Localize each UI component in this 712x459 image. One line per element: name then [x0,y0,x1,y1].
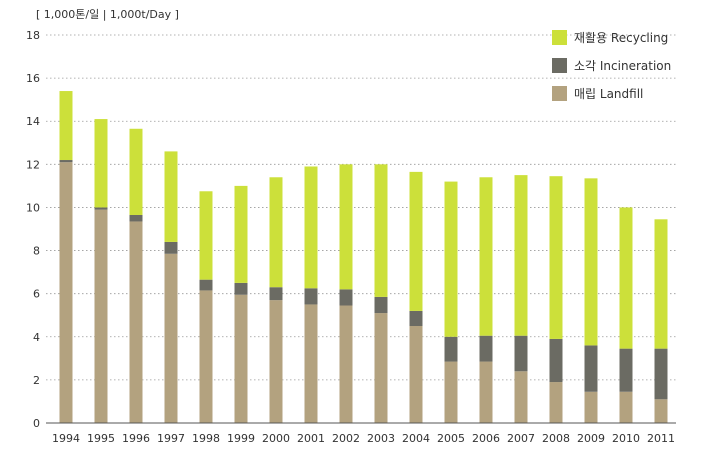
bar-segment-2007-s0 [514,371,528,423]
y-tick-label: 6 [33,288,40,301]
bar-segment-1999-s0 [234,294,248,423]
x-tick-label: 2005 [437,432,465,445]
bar-segment-2008-s1 [549,338,563,383]
legend-label: 재활용 Recycling [574,31,668,45]
bar-segment-2005-s0 [444,361,458,423]
y-tick-label: 2 [33,374,40,387]
x-tick-label: 1998 [192,432,220,445]
x-tick-label: 2000 [262,432,290,445]
bar-segment-2011-s2 [654,219,668,349]
bar-segment-2001-s1 [304,288,318,305]
x-tick-label: 2003 [367,432,395,445]
x-axis-ticks: 1994 1995 1996 1997 1998 1999 2000 2001 2002 2003… [52,432,675,445]
x-tick-label: 2002 [332,432,360,445]
bar-segment-2006-s2 [479,177,493,336]
y-axis-ticks: 0 2 4 6 8 10 12 14 16 18 [26,29,40,430]
bar-segment-2006-s1 [479,335,493,362]
bar-segment-2000-s2 [269,177,283,288]
x-tick-label: 1995 [87,432,115,445]
bar-segment-1998-s0 [199,290,213,423]
x-tick-label: 1999 [227,432,255,445]
bar-segment-2004-s2 [409,171,423,311]
legend-swatch [552,86,567,101]
bar-segment-2000-s1 [269,287,283,301]
bar-segment-1994-s0 [59,162,73,423]
bar-segment-2002-s1 [339,289,353,306]
bar-segment-2009-s1 [584,345,598,392]
legend-swatch [552,58,567,73]
y-tick-label: 14 [26,115,40,128]
legend-label: 소각 Incineration [574,59,671,73]
bar-segment-2011-s1 [654,348,668,400]
x-tick-label: 2006 [472,432,500,445]
bar-segment-1997-s1 [164,241,178,254]
y-tick-label: 12 [26,158,40,171]
legend-swatch [552,30,567,45]
y-tick-label: 4 [33,331,40,344]
grid [46,34,676,381]
legend-label: 매립 Landfill [574,87,643,101]
x-tick-label: 2001 [297,432,325,445]
bar-segment-2005-s2 [444,181,458,337]
unit-label: [ 1,000톤/일 | 1,000t/Day ] [36,7,179,21]
bar-segment-1997-s2 [164,151,178,242]
x-tick-label: 2010 [612,432,640,445]
bar-segment-2003-s2 [374,164,388,297]
bar-segment-2010-s2 [619,207,633,349]
bar-segment-1994-s1 [59,160,73,163]
y-tick-label: 18 [26,29,40,42]
legend: 재활용 Recycling 소각 Incineration 매립 Landfill [552,30,671,101]
bar-segment-2002-s2 [339,164,353,290]
bar-segment-2003-s0 [374,313,388,423]
bar-segment-2002-s0 [339,305,353,423]
y-tick-label: 10 [26,201,40,214]
bar-segment-1999-s2 [234,185,248,283]
bar-segment-1998-s1 [199,279,213,291]
bar-segment-2008-s0 [549,382,563,423]
x-tick-label: 2004 [402,432,430,445]
bar-segment-2009-s0 [584,391,598,423]
x-tick-label: 2009 [577,432,605,445]
bar-segment-1997-s0 [164,253,178,423]
bar-segment-1996-s0 [129,221,143,423]
bar-segment-2001-s2 [304,166,318,289]
bar-segment-2001-s0 [304,304,318,423]
x-tick-label: 1997 [157,432,185,445]
bar-segment-2003-s1 [374,296,388,314]
bar-segment-1998-s2 [199,191,213,280]
bar-segment-1995-s0 [94,209,108,423]
x-tick-label: 1996 [122,432,150,445]
y-tick-label: 0 [33,417,40,430]
bar-segment-1999-s1 [234,282,248,295]
bar-segment-2004-s1 [409,310,423,326]
bar-segment-2006-s0 [479,361,493,423]
bar-segment-2005-s1 [444,336,458,362]
bar-segment-2008-s2 [549,176,563,339]
bars [59,91,668,423]
bar-segment-2009-s2 [584,178,598,346]
bar-segment-2000-s0 [269,300,283,423]
x-tick-label: 2011 [647,432,675,445]
bar-segment-2010-s0 [619,391,633,423]
bar-segment-1995-s1 [94,207,108,210]
x-tick-label: 2007 [507,432,535,445]
bar-segment-1995-s2 [94,119,108,208]
bar-segment-2010-s1 [619,348,633,392]
bar-segment-2007-s1 [514,335,528,372]
bar-segment-2004-s0 [409,326,423,423]
x-tick-label: 1994 [52,432,80,445]
bar-segment-2011-s0 [654,399,668,423]
bar-segment-2007-s2 [514,175,528,336]
y-tick-label: 8 [33,245,40,258]
bar-segment-1996-s1 [129,214,143,222]
bar-segment-1996-s2 [129,128,143,215]
x-tick-label: 2008 [542,432,570,445]
y-tick-label: 16 [26,72,40,85]
bar-segment-1994-s2 [59,91,73,161]
